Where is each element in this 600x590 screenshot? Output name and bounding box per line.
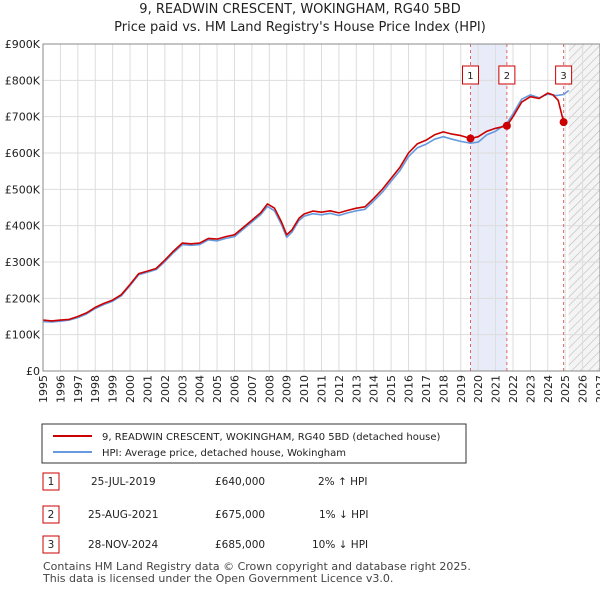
chart-subtitle: Price paid vs. HM Land Registry's House … (114, 20, 486, 35)
forecast-hatch (568, 44, 600, 371)
y-tick-label: £300K (5, 256, 41, 269)
row-price: £640,000 (215, 476, 265, 488)
y-tick-label: £900K (5, 38, 41, 51)
row-date: 28-NOV-2024 (88, 539, 158, 551)
x-tick-label: 2023 (524, 375, 537, 403)
x-tick-label: 2024 (542, 375, 555, 403)
sale-point (502, 121, 511, 130)
table-row: 1 25-JUL-2019 £640,000 2% ↑ HPI (42, 472, 367, 491)
sale-point (559, 118, 568, 127)
row-number: 1 (48, 476, 55, 488)
y-tick-label: £700K (5, 111, 41, 124)
plot-area: 1 2 3 £0 £100K £200K £300K £400K £500K £600K £700K… (5, 38, 600, 403)
y-tick-label: £500K (5, 183, 41, 196)
row-hpi: 2% ↑ HPI (318, 476, 367, 488)
row-price: £675,000 (215, 509, 265, 521)
row-date: 25-JUL-2019 (91, 476, 156, 488)
x-tick-label: 2007 (246, 375, 259, 403)
row-hpi: 10% ↓ HPI (312, 539, 368, 551)
highlight-span (470, 44, 507, 371)
x-tick-label: 2018 (437, 375, 450, 403)
series-property-line (42, 92, 566, 322)
footer-copyright: Contains HM Land Registry data © Crown c… (43, 560, 471, 573)
x-tick-label: 2019 (455, 375, 468, 403)
chart-title: 9, READWIN CRESCENT, WOKINGHAM, RG40 5BD (139, 2, 460, 17)
x-tick-label: 2027 (594, 375, 600, 403)
legend-box (41, 423, 467, 464)
x-tick-label: 2004 (194, 375, 207, 403)
sale-label: 2 (504, 71, 510, 82)
y-tick-label: £600K (5, 147, 41, 160)
sale-point (466, 134, 475, 143)
table-row: 3 28-NOV-2024 £685,000 10% ↓ HPI (42, 535, 368, 554)
x-tick-label: 2020 (472, 375, 485, 403)
x-tick-label: 2022 (507, 375, 520, 403)
table-row: 2 25-AUG-2021 £675,000 1% ↓ HPI (42, 505, 368, 524)
row-number: 2 (48, 509, 55, 521)
x-tick-label: 2021 (490, 375, 503, 403)
sale-label-box (461, 65, 479, 85)
plot-frame (42, 43, 600, 372)
x-tick-label: 2011 (316, 375, 329, 403)
y-tick-label: £0 (26, 365, 40, 378)
sale-label-box (555, 65, 573, 85)
y-tick-label: £100K (5, 329, 41, 342)
legend-label-hpi: HPI: Average price, detached house, Woki… (102, 448, 346, 459)
footer-licence: This data is licensed under the Open Gov… (42, 572, 393, 585)
x-tick-label: 2009 (281, 375, 294, 403)
sale-label: 1 (467, 71, 473, 82)
x-tick-label: 2003 (176, 375, 189, 403)
x-tick-label: 2008 (263, 375, 276, 403)
row-hpi: 1% ↓ HPI (319, 509, 368, 521)
legend: 9, READWIN CRESCENT, WOKINGHAM, RG40 5BD… (41, 423, 467, 464)
x-tick-label: 2017 (420, 375, 433, 403)
x-tick-label: 2014 (368, 375, 381, 403)
x-tick-label: 2025 (559, 375, 572, 403)
x-tick-label: 2013 (350, 375, 363, 403)
y-tick-label: £800K (5, 74, 41, 87)
x-tick-label: 2006 (228, 375, 241, 403)
x-tick-label: 1997 (72, 375, 85, 403)
x-tick-label: 2012 (333, 375, 346, 403)
x-tick-label: 2001 (141, 375, 154, 403)
x-tick-label: 1999 (107, 375, 120, 403)
x-tick-label: 1996 (54, 375, 67, 403)
row-price: £685,000 (215, 539, 265, 551)
x-tick-label: 2016 (403, 375, 416, 403)
row-number: 3 (48, 539, 55, 551)
row-date: 25-AUG-2021 (88, 509, 158, 521)
x-tick-label: 2002 (159, 375, 172, 403)
y-tick-label: £400K (5, 220, 41, 233)
row-number-box (42, 472, 60, 491)
row-number-box (42, 535, 60, 554)
x-tick-label: 1995 (37, 375, 50, 403)
x-tick-label: 2026 (577, 375, 590, 403)
x-tick-label: 2000 (124, 375, 137, 403)
x-tick-label: 2010 (298, 375, 311, 403)
y-tick-label: £200K (5, 292, 41, 305)
x-tick-label: 2005 (211, 375, 224, 403)
x-tick-label: 1998 (89, 375, 102, 403)
row-number-box (42, 505, 60, 524)
sale-label-box (498, 65, 516, 85)
x-tick-label: 2015 (385, 375, 398, 403)
transactions-table: 1 25-JUL-2019 £640,000 2% ↑ HPI 2 25-AUG… (42, 472, 368, 554)
legend-label-property: 9, READWIN CRESCENT, WOKINGHAM, RG40 5BD… (102, 432, 441, 443)
sale-label: 3 (560, 71, 566, 82)
